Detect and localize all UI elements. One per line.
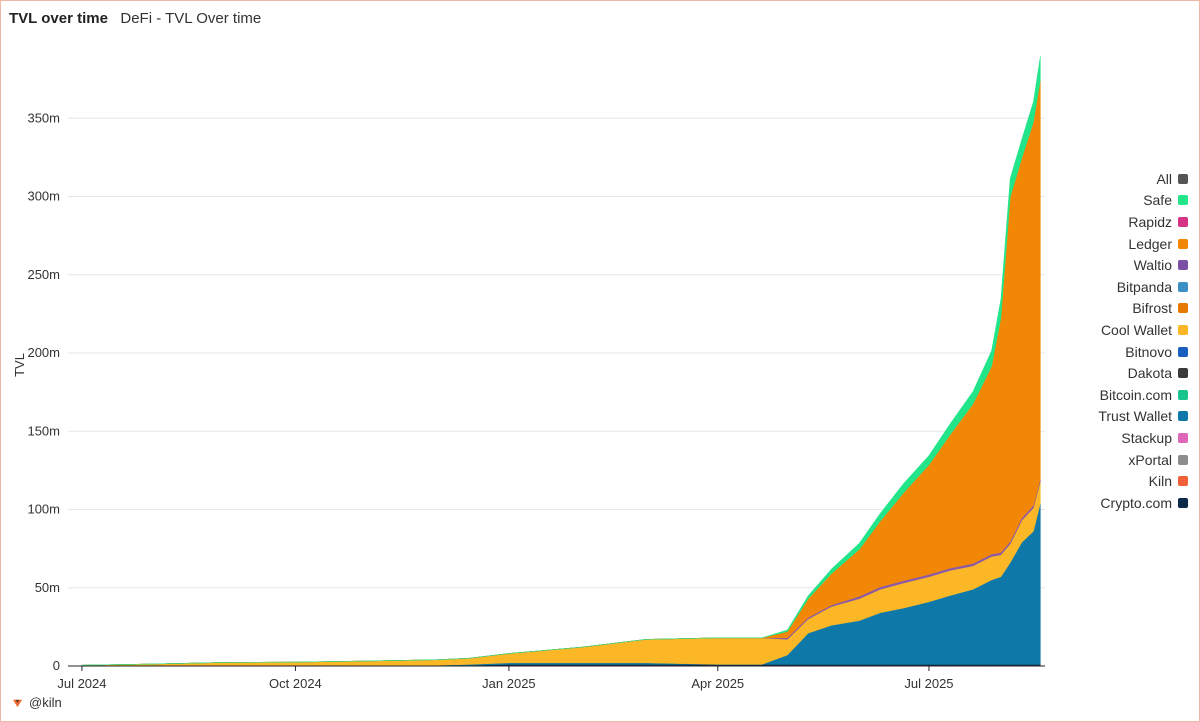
- legend-item[interactable]: Kiln: [1098, 470, 1188, 492]
- legend-label: Rapidz: [1128, 213, 1172, 230]
- x-tick-label: Apr 2025: [691, 676, 744, 691]
- x-tick-label: Oct 2024: [269, 676, 322, 691]
- kiln-logo-icon: [12, 699, 23, 708]
- legend-item[interactable]: Bitnovo: [1098, 341, 1188, 363]
- legend-item[interactable]: Safe: [1098, 190, 1188, 212]
- legend-swatch: [1178, 476, 1188, 487]
- legend-swatch: [1178, 411, 1188, 422]
- area-series-safe: [81, 56, 1041, 666]
- y-tick-label: 150m: [27, 423, 60, 438]
- x-tick-label: Jul 2025: [904, 676, 953, 691]
- legend-item[interactable]: Bitpanda: [1098, 276, 1188, 298]
- legend-swatch: [1178, 173, 1188, 184]
- legend-swatch: [1178, 195, 1188, 206]
- footer-handle: @kiln: [29, 695, 62, 710]
- legend-swatch: [1178, 260, 1188, 271]
- y-tick-label: 300m: [27, 189, 60, 204]
- legend-label: Bitcoin.com: [1099, 386, 1172, 403]
- x-tick-label: Jul 2024: [57, 676, 106, 691]
- y-tick-label: 350m: [27, 110, 60, 125]
- legend-label: xPortal: [1128, 451, 1172, 468]
- footer: @kiln: [12, 695, 62, 710]
- legend-item[interactable]: Waltio: [1098, 254, 1188, 276]
- y-tick-label: 50m: [35, 580, 60, 595]
- legend-item[interactable]: Ledger: [1098, 233, 1188, 255]
- legend-label: Bitnovo: [1125, 343, 1172, 360]
- legend-item[interactable]: Stackup: [1098, 427, 1188, 449]
- legend-swatch: [1178, 324, 1188, 335]
- legend-item[interactable]: Rapidz: [1098, 211, 1188, 233]
- chart-title: TVL over time: [9, 10, 108, 27]
- legend-label: Ledger: [1128, 235, 1172, 252]
- y-tick-label: 0: [53, 658, 60, 673]
- legend-swatch: [1178, 346, 1188, 357]
- legend-item[interactable]: Trust Wallet: [1098, 406, 1188, 428]
- legend-label: Cool Wallet: [1100, 321, 1172, 338]
- legend-label: Waltio: [1133, 257, 1172, 274]
- legend-item[interactable]: Crypto.com: [1098, 492, 1188, 514]
- legend-swatch: [1178, 454, 1188, 465]
- y-axis-label: TVL: [12, 353, 27, 377]
- legend-item[interactable]: Bitcoin.com: [1098, 384, 1188, 406]
- stacked-areas: [81, 56, 1041, 667]
- legend-label: Dakota: [1127, 365, 1172, 382]
- legend-swatch: [1178, 497, 1188, 508]
- legend: All Safe Rapidz Ledger Waltio Bitpanda Bifrost…: [1098, 168, 1188, 514]
- y-tick-label: 200m: [27, 345, 60, 360]
- y-tick-label: 250m: [27, 267, 60, 282]
- y-tick-label: 100m: [27, 502, 60, 517]
- legend-swatch: [1178, 216, 1188, 227]
- legend-label: Stackup: [1121, 429, 1172, 446]
- legend-label: Kiln: [1148, 473, 1172, 490]
- area-series-ledger: [81, 79, 1041, 666]
- legend-swatch: [1178, 238, 1188, 249]
- chart-header: TVL over time DeFi - TVL Over time: [9, 10, 261, 28]
- legend-swatch: [1178, 432, 1188, 443]
- legend-item[interactable]: Cool Wallet: [1098, 319, 1188, 341]
- legend-label: Safe: [1143, 192, 1172, 209]
- axes: 0 50m 100m 150m 200m 250m 300m 350m Jul 2024 Oct …: [12, 110, 1045, 691]
- legend-item[interactable]: All: [1098, 168, 1188, 190]
- legend-swatch: [1178, 389, 1188, 400]
- legend-label: Bitpanda: [1116, 278, 1172, 295]
- legend-item[interactable]: xPortal: [1098, 449, 1188, 471]
- legend-item[interactable]: Dakota: [1098, 362, 1188, 384]
- x-tick-label: Jan 2025: [482, 676, 536, 691]
- legend-swatch: [1178, 303, 1188, 314]
- legend-item[interactable]: Bifrost: [1098, 298, 1188, 320]
- legend-swatch: [1178, 368, 1188, 379]
- legend-label: All: [1156, 170, 1172, 187]
- legend-swatch: [1178, 281, 1188, 292]
- chart-subtitle: DeFi - TVL Over time: [120, 10, 262, 27]
- legend-label: Trust Wallet: [1098, 408, 1172, 425]
- legend-label: Crypto.com: [1100, 494, 1172, 511]
- legend-label: Bifrost: [1132, 300, 1172, 317]
